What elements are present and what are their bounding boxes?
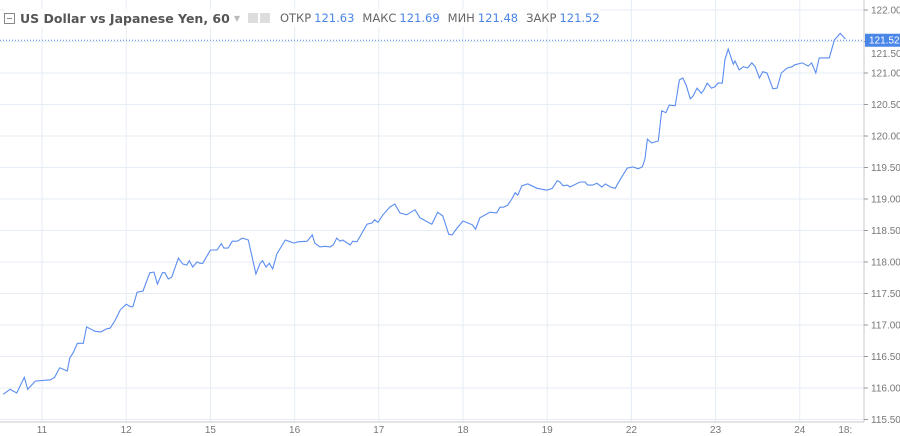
y-tick-label: 120.50 [871, 100, 900, 111]
visibility-icon[interactable] [247, 13, 258, 23]
x-tick-label: 18 [457, 425, 469, 436]
x-tick-label: 11 [37, 425, 48, 436]
x-tick-label: 24 [794, 425, 806, 436]
chart-legend: US Dollar vs Japanese Yen, 60 ▼ ОТКР 121.… [4, 9, 600, 27]
x-tick-label: 16 [289, 425, 301, 436]
price-line [2, 32, 846, 395]
x-tick-label: 17 [373, 425, 385, 436]
y-tick-label: 121.50 [871, 49, 900, 60]
y-tick-label: 118.00 [871, 258, 900, 269]
low-label: МИН [447, 11, 475, 25]
time-axis[interactable]: 11 12 15 16 17 18 19 22 23 24 18: [37, 425, 852, 436]
x-tick-label: 15 [205, 425, 217, 436]
grid-lines [0, 0, 864, 422]
settings-icon[interactable] [259, 13, 270, 23]
x-tick-label: 18: [838, 425, 852, 436]
open-value: 121.63 [314, 11, 355, 25]
y-tick-label: 117.00 [871, 321, 900, 332]
y-tick-label: 119.00 [871, 195, 900, 206]
y-tick-label: 116.50 [871, 352, 900, 363]
x-tick-label: 12 [121, 425, 133, 436]
chevron-down-icon[interactable]: ▼ [233, 13, 240, 23]
y-tick-label: 122.00 [871, 6, 900, 17]
collapse-icon[interactable] [4, 12, 15, 24]
last-price-label: 121.52 [869, 36, 900, 47]
high-value: 121.69 [399, 11, 440, 25]
high-label: МАКС [362, 11, 397, 25]
x-tick-label: 19 [542, 425, 554, 436]
low-value: 121.48 [477, 11, 519, 25]
y-tick-label: 121.00 [871, 69, 900, 80]
y-tick-label: 120.00 [871, 132, 900, 143]
x-tick-label: 23 [710, 425, 722, 436]
y-tick-label: 118.50 [871, 226, 900, 237]
y-tick-label: 115.50 [871, 415, 900, 426]
y-tick-label: 117.50 [871, 289, 900, 300]
close-value: 121.52 [559, 11, 600, 25]
price-axis[interactable]: 122.00 121.50 121.00 120.50 120.00 119.50 119.… [864, 6, 900, 427]
x-tick-label: 22 [626, 425, 638, 436]
y-tick-label: 116.00 [871, 384, 900, 395]
y-tick-label: 119.50 [871, 163, 900, 174]
close-label: ЗАКР [526, 11, 557, 25]
last-price-badge: 121.52 [865, 33, 900, 47]
symbol-title[interactable]: US Dollar vs Japanese Yen, 60 [20, 10, 230, 26]
open-label: ОТКР [279, 11, 312, 25]
